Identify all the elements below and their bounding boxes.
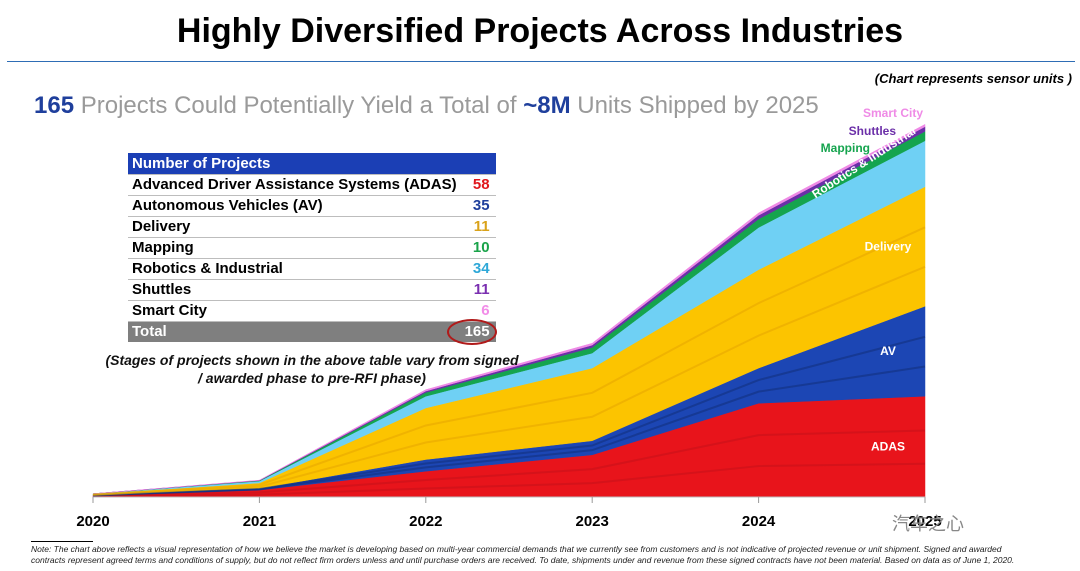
row-label: Delivery — [128, 216, 461, 238]
x-tick-label: 2022 — [409, 513, 442, 530]
series-label-delivery: Delivery — [865, 239, 912, 253]
row-value: 58 — [460, 174, 496, 196]
x-tick-label: 2023 — [576, 513, 609, 530]
area-texture-line — [92, 462, 926, 498]
area-texture-line — [92, 226, 926, 496]
units-total: ~8M — [523, 92, 571, 119]
row-value: 11 — [460, 216, 496, 238]
footnote: Note: The chart above reflects a visual … — [31, 544, 1015, 565]
row-value: 35 — [460, 195, 496, 217]
row-label: Advanced Driver Assistance Systems (ADAS… — [128, 174, 461, 196]
table-row: Robotics & Industrial 34 — [128, 258, 496, 280]
series-label-smart-city: Smart City — [863, 106, 923, 120]
projects-table: Number of Projects Advanced Driver Assis… — [128, 153, 496, 342]
table-header: Number of Projects — [128, 153, 496, 175]
units-note: (Chart represents sensor units ) — [874, 71, 1072, 86]
row-value: 10 — [460, 237, 496, 259]
footnote-divider — [31, 541, 93, 542]
stages-note: (Stages of projects shown in the above t… — [105, 352, 519, 386]
subtitle-middle-text: Projects Could Potentially Yield a Total… — [74, 92, 524, 119]
total-highlight-circle — [447, 319, 497, 345]
total-label: Total — [128, 321, 461, 342]
chart-subtitle: 165 Projects Could Potentially Yield a T… — [34, 92, 819, 120]
table-row: Shuttles 11 — [128, 279, 496, 301]
table-row: Advanced Driver Assistance Systems (ADAS… — [128, 174, 496, 196]
page-title: Highly Diversified Projects Across Indus… — [176, 12, 904, 50]
x-tick-label: 2021 — [243, 513, 276, 530]
table-total-row: Total 165 — [128, 321, 496, 342]
series-label-adas: ADAS — [871, 440, 905, 454]
projects-count: 165 — [34, 92, 75, 119]
area-texture-line — [92, 335, 926, 497]
x-tick-label: 2020 — [76, 513, 109, 530]
table-row: Smart City 6 — [128, 300, 496, 322]
x-tick-label: 2025 — [908, 513, 941, 530]
row-value: 11 — [460, 279, 496, 301]
series-label-av: AV — [880, 344, 896, 358]
row-label: Smart City — [128, 300, 461, 322]
table-header-row: Number of Projects — [128, 153, 496, 175]
row-value: 34 — [460, 258, 496, 280]
series-label-mapping: Mapping — [821, 141, 870, 155]
subtitle-end-text: Units Shipped by 2025 — [570, 92, 819, 119]
area-texture-line — [92, 265, 926, 496]
area-smart-city — [92, 123, 926, 494]
x-tick-label: 2024 — [742, 513, 776, 530]
row-label: Autonomous Vehicles (AV) — [128, 195, 461, 217]
table-row: Delivery 11 — [128, 216, 496, 238]
title-divider — [7, 61, 1075, 62]
row-label: Robotics & Industrial — [128, 258, 461, 280]
area-texture-line — [92, 429, 926, 498]
row-label: Mapping — [128, 237, 461, 259]
series-label-shuttles: Shuttles — [849, 124, 897, 138]
table-row: Autonomous Vehicles (AV) 35 — [128, 195, 496, 217]
watermark: 汽车之心 — [892, 514, 964, 535]
table-row: Mapping 10 — [128, 237, 496, 259]
row-label: Shuttles — [128, 279, 461, 301]
